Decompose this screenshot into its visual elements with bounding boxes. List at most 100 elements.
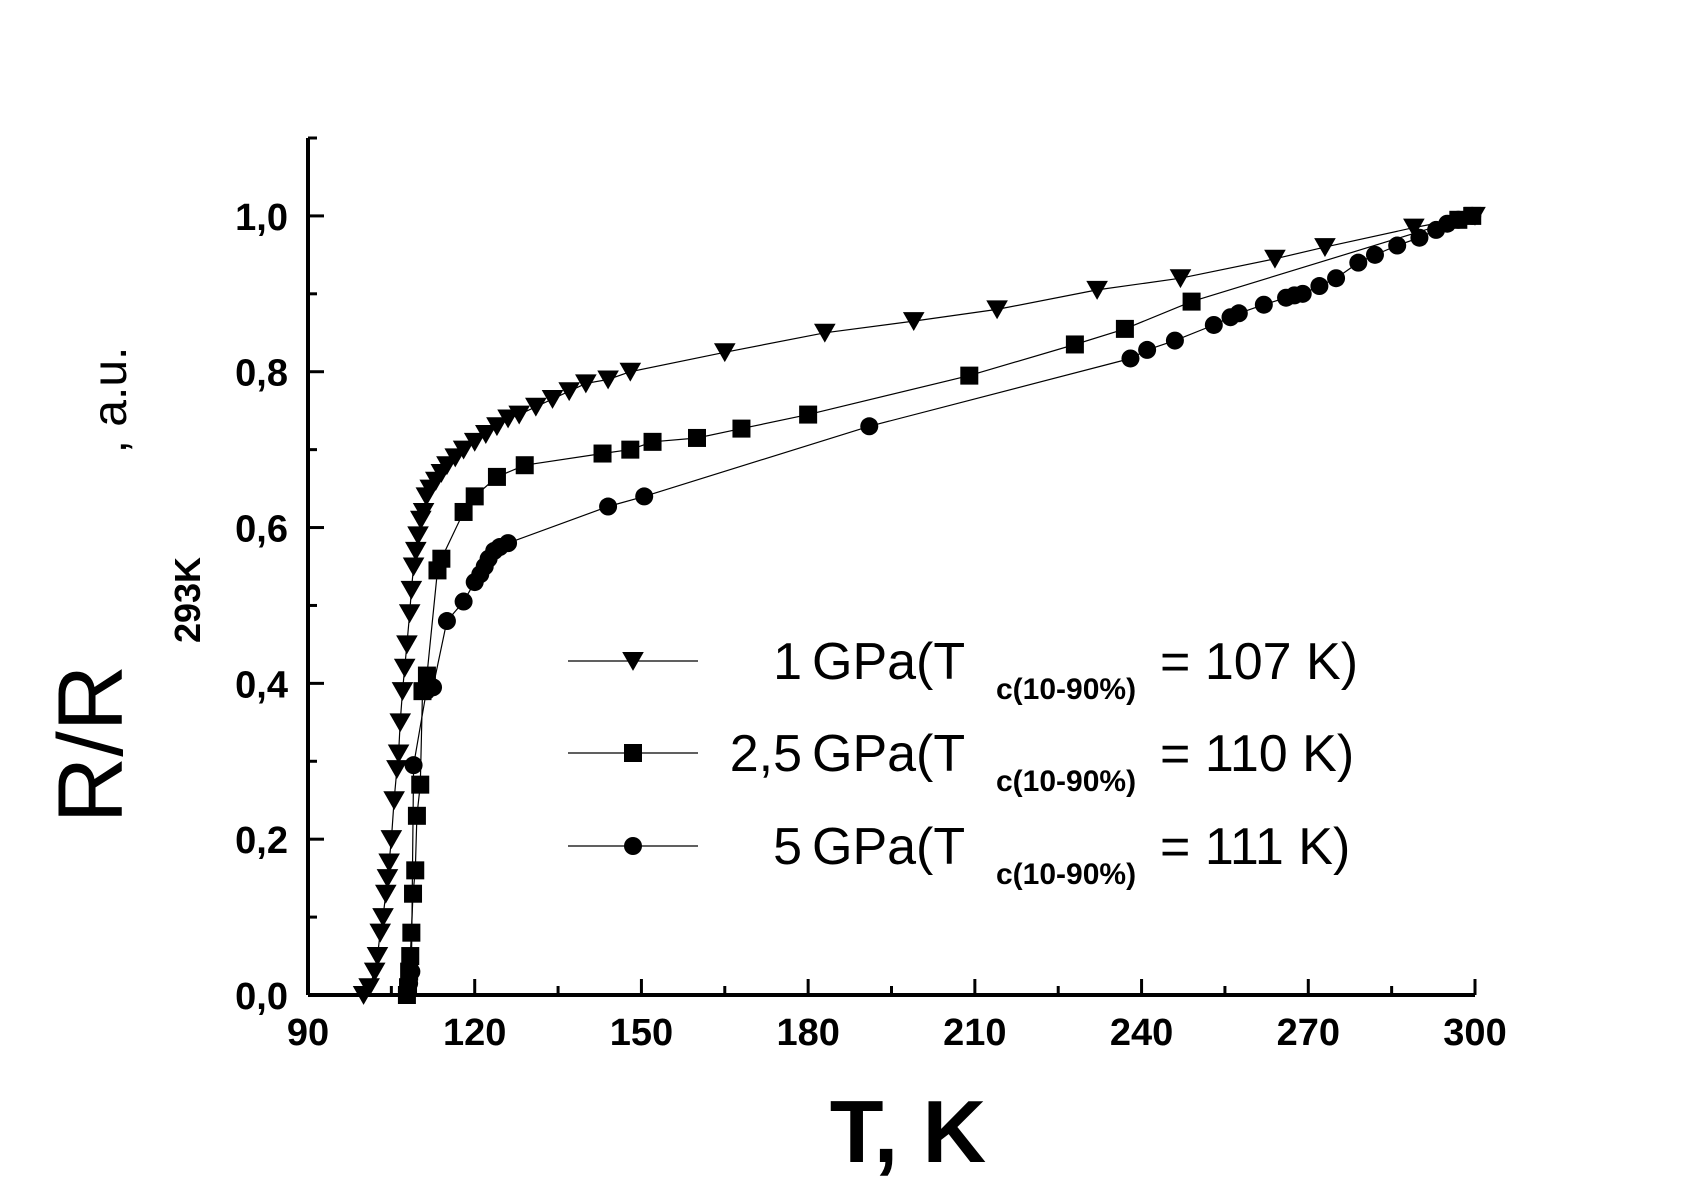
data-point [1410, 228, 1429, 247]
legend-marker [622, 652, 644, 671]
legend: 1 GPa(T c(10-90%) = 107 K)2,5 GPa(T c(10-90%)… [568, 633, 1358, 891]
legend-marker [624, 837, 642, 855]
x-tick-label: 210 [943, 1012, 1006, 1054]
data-point [407, 526, 429, 546]
data-point [406, 861, 425, 880]
data-point [383, 791, 405, 811]
data-point [1229, 304, 1248, 323]
data-point [1314, 238, 1336, 257]
data-point [541, 389, 564, 409]
y-axis-title-unit: , a.u. [84, 347, 137, 454]
data-point [1115, 319, 1134, 338]
data-point [1121, 349, 1140, 368]
y-tick-label: 0,0 [235, 976, 288, 1018]
data-point [487, 467, 506, 486]
data-point [369, 923, 392, 943]
x-tick-label: 180 [776, 1012, 839, 1054]
y-axis-title-subscript: 293K [167, 557, 208, 643]
series-2 [397, 206, 1482, 1004]
series-line [363, 215, 1476, 996]
data-point [358, 978, 380, 998]
y-tick-label: 0,4 [235, 664, 288, 706]
data-point [1165, 331, 1184, 350]
data-point [393, 658, 416, 678]
x-tick-label: 270 [1277, 1012, 1340, 1054]
y-axis-title: R/R 293K , a.u. [40, 347, 208, 824]
series-layer [352, 206, 1486, 1005]
data-point [1254, 295, 1273, 314]
data-point [643, 432, 662, 451]
data-point [1349, 253, 1368, 272]
legend-pressure: 2,5 [730, 725, 802, 783]
data-point [515, 456, 534, 475]
data-point [860, 417, 879, 436]
data-point [1169, 269, 1192, 289]
data-point [411, 775, 430, 794]
data-point [1204, 315, 1223, 334]
legend-entry-3: 5 GPa(T c(10-90%) = 111 K) [568, 818, 1350, 891]
data-point [412, 502, 435, 522]
data-point [1086, 280, 1108, 300]
y-tick-label: 1,0 [235, 197, 288, 239]
y-tick-label: 0,8 [235, 353, 288, 395]
x-tick-label: 300 [1443, 1012, 1506, 1054]
series-1 [352, 206, 1486, 1005]
data-point [597, 370, 619, 390]
x-tick-label: 120 [443, 1012, 506, 1054]
data-point [1310, 277, 1329, 296]
legend-tc-value: = 110 K) [1160, 725, 1354, 783]
x-axis-ticks: 90 120 150 180 210 240 270 300 [287, 979, 1507, 1054]
legend-tc-subscript: c(10-90%) [996, 765, 1136, 798]
data-point [525, 397, 547, 417]
data-point [437, 612, 456, 631]
legend-tc-subscript: c(10-90%) [996, 858, 1136, 891]
data-point [902, 312, 925, 331]
legend-pressure: 5 [773, 818, 802, 876]
data-point [375, 884, 397, 904]
data-point [486, 417, 508, 437]
legend-tc-subscript: c(10-90%) [996, 673, 1136, 706]
data-point [378, 853, 400, 873]
data-point [402, 557, 425, 577]
data-point [621, 440, 640, 459]
data-point [452, 440, 475, 460]
data-point [713, 343, 736, 363]
data-point [1293, 284, 1312, 303]
y-axis-ticks: 0,0 0,2 0,4 0,6 0,8 1,0 [235, 136, 324, 1018]
data-point [380, 830, 403, 850]
data-point [363, 962, 386, 982]
data-point [1264, 249, 1286, 269]
data-point [405, 541, 427, 561]
x-tick-label: 240 [1110, 1012, 1173, 1054]
data-point [814, 323, 836, 343]
data-point [508, 405, 530, 425]
data-point [366, 947, 389, 966]
legend-marker [624, 744, 642, 762]
data-point [386, 760, 408, 779]
data-point [499, 534, 518, 553]
data-point [1138, 340, 1157, 359]
y-tick-label: 0,2 [235, 820, 288, 862]
x-tick-label: 90 [287, 1012, 329, 1054]
y-axis-title-main: R/R [40, 665, 142, 823]
data-point [404, 884, 423, 903]
series-3 [397, 206, 1482, 1001]
data-point [396, 635, 418, 655]
data-point [376, 869, 399, 889]
data-point [1463, 206, 1482, 225]
data-point [398, 604, 421, 624]
y-tick-label: 0,6 [235, 509, 288, 551]
data-point [688, 428, 706, 447]
data-point [463, 432, 486, 452]
data-point [732, 419, 751, 438]
data-point [1388, 236, 1407, 255]
data-point [424, 678, 443, 697]
data-point [986, 300, 1008, 320]
legend-entry-1: 1 GPa(T c(10-90%) = 107 K) [568, 633, 1358, 706]
data-point [432, 549, 451, 568]
legend-unit: GPa(T [812, 633, 965, 691]
x-axis-title: T, K [830, 1082, 986, 1181]
data-point [372, 908, 394, 927]
data-point [1449, 210, 1468, 229]
